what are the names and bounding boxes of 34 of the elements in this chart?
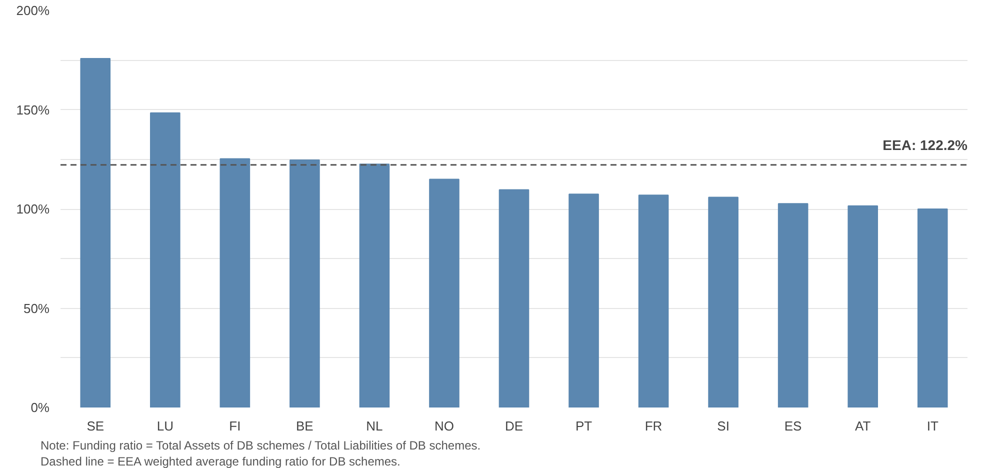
y-tick-label: 100%: [16, 202, 50, 216]
bar: [150, 112, 180, 408]
bar: [429, 178, 460, 408]
y-tick-label: 50%: [23, 300, 50, 316]
ref-line-label: EEA: 122.2%: [882, 136, 968, 153]
x-tick-label: PT: [575, 418, 592, 434]
x-tick-label: IT: [926, 418, 938, 434]
x-tick-label: SI: [717, 418, 730, 434]
x-tick-label: DE: [504, 418, 524, 434]
y-tick-label: 200%: [16, 3, 50, 18]
x-tick-label: BE: [296, 418, 314, 434]
y-tick-label: 150%: [16, 102, 50, 118]
bar: [359, 164, 390, 408]
bar: [498, 189, 530, 408]
bar: [848, 205, 878, 408]
bar: [568, 194, 599, 408]
bar: [290, 159, 320, 408]
text: Dashed line = EEA weighted average funding ratio for DB schemes.: [40, 454, 400, 468]
bar: [778, 203, 808, 408]
bar: [80, 58, 111, 408]
text: Note: Funding ratio = Total Assets of DB schemes / Total Liabilities of DB schemes.: [40, 438, 481, 452]
x-tick-label: FR: [644, 418, 662, 434]
bar: [917, 208, 948, 408]
y-tick-label: 0%: [30, 400, 50, 415]
bar: [220, 158, 250, 408]
x-tick-label: AT: [855, 418, 871, 434]
x-tick-label: LU: [156, 418, 174, 434]
x-tick-label: NO: [434, 418, 454, 434]
x-tick-label: FI: [229, 418, 241, 434]
bar: [638, 194, 669, 408]
x-tick-label: NL: [366, 418, 383, 434]
x-tick-label: ES: [784, 418, 802, 434]
x-tick-label: SE: [86, 418, 104, 434]
bar: [708, 196, 738, 408]
